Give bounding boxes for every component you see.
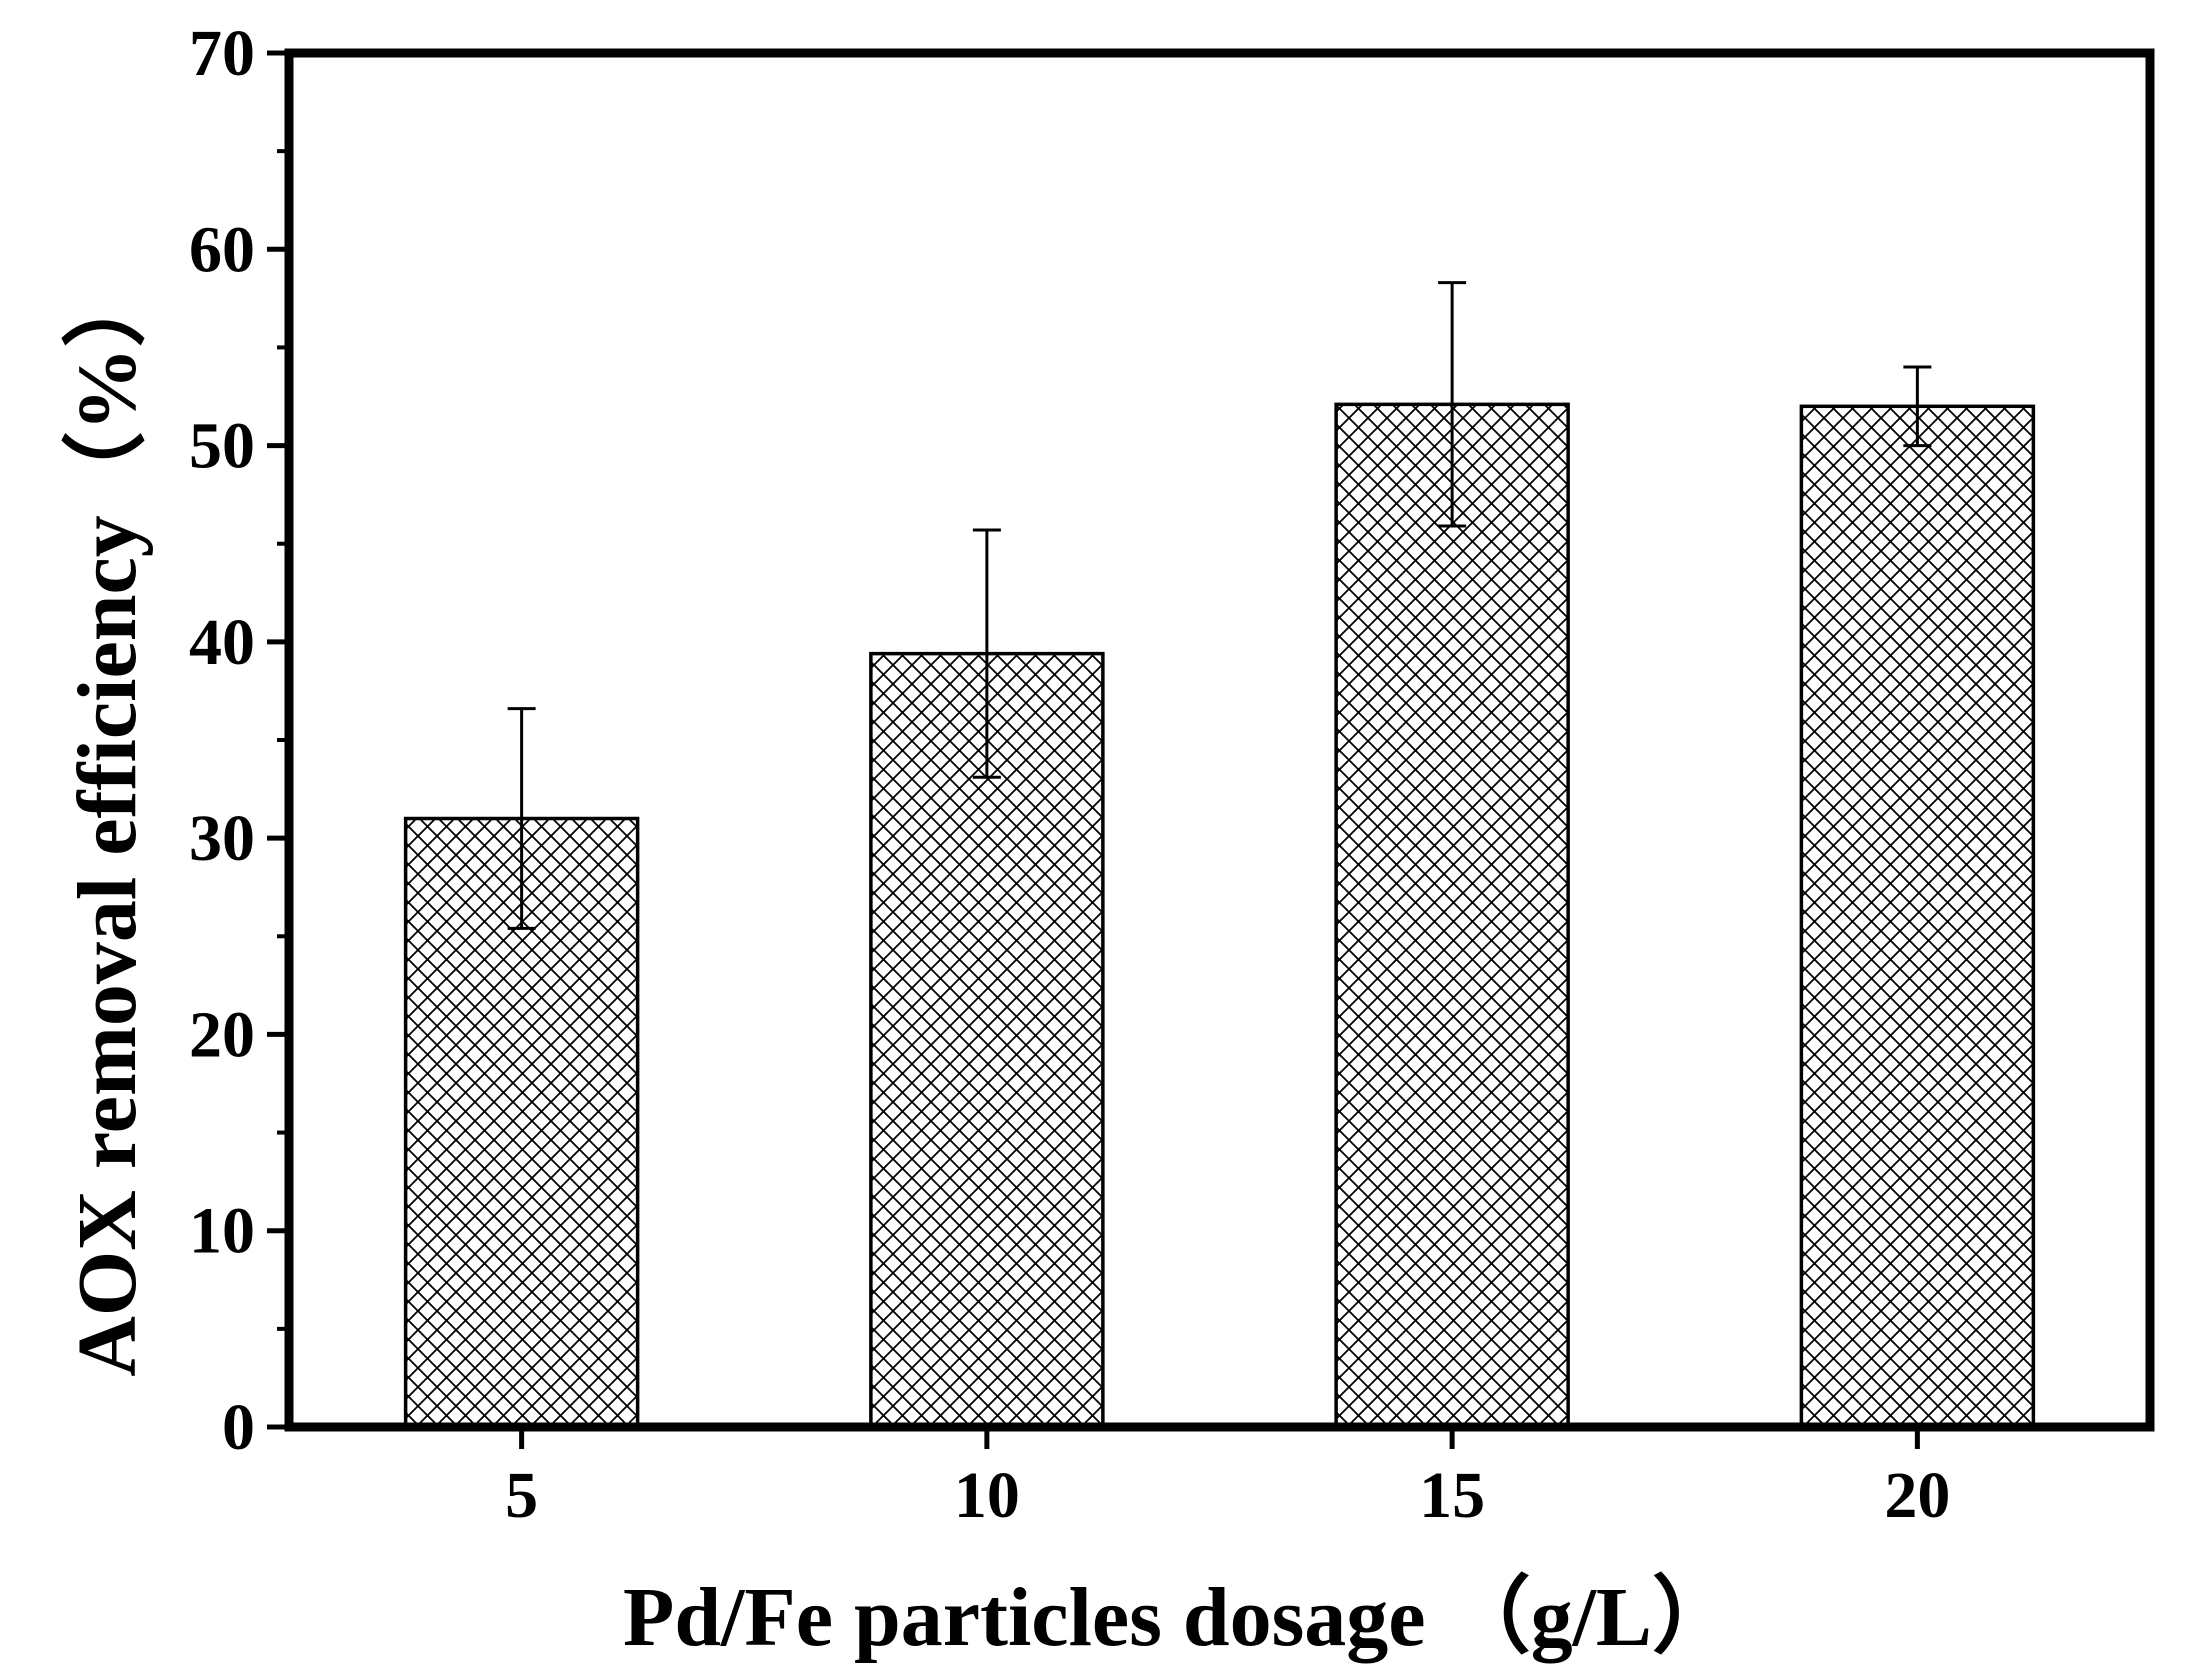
x-tick-label-15: 15 (1419, 1459, 1485, 1532)
bars-layer (403, 402, 2036, 1429)
x-tick-label-5: 5 (505, 1459, 538, 1532)
bar-10 (869, 651, 1105, 1429)
y-tick-label-10: 10 (189, 1195, 255, 1268)
x-tick-label-10: 10 (954, 1459, 1020, 1532)
error-bars-layer (507, 281, 1932, 930)
y-tick-label-0: 0 (222, 1391, 255, 1464)
bar-20 (1799, 404, 2036, 1429)
y-tick-label-30: 30 (189, 802, 255, 875)
y-tick-label-40: 40 (189, 606, 255, 679)
y-tick-label-60: 60 (189, 213, 255, 286)
error-bar-20 (1903, 365, 1932, 448)
y-axis-title: AOX removal efficiency（%） (61, 263, 154, 1377)
y-tick-label-20: 20 (189, 998, 255, 1071)
error-bar-15 (1438, 281, 1467, 528)
x-axis-ticks: 5 10 15 20 (505, 1427, 1950, 1532)
y-tick-label-50: 50 (189, 410, 255, 483)
x-tick-label-20: 20 (1884, 1459, 1950, 1532)
x-axis-title: Pd/Fe particles dosage （g/L） (623, 1571, 1736, 1664)
y-tick-label-70: 70 (189, 17, 255, 90)
error-bar-10 (972, 528, 1001, 779)
y-axis-ticks: 0 10 20 30 40 50 60 70 (189, 17, 289, 1464)
error-bar-5 (507, 707, 536, 930)
bar-15 (1334, 402, 1570, 1429)
